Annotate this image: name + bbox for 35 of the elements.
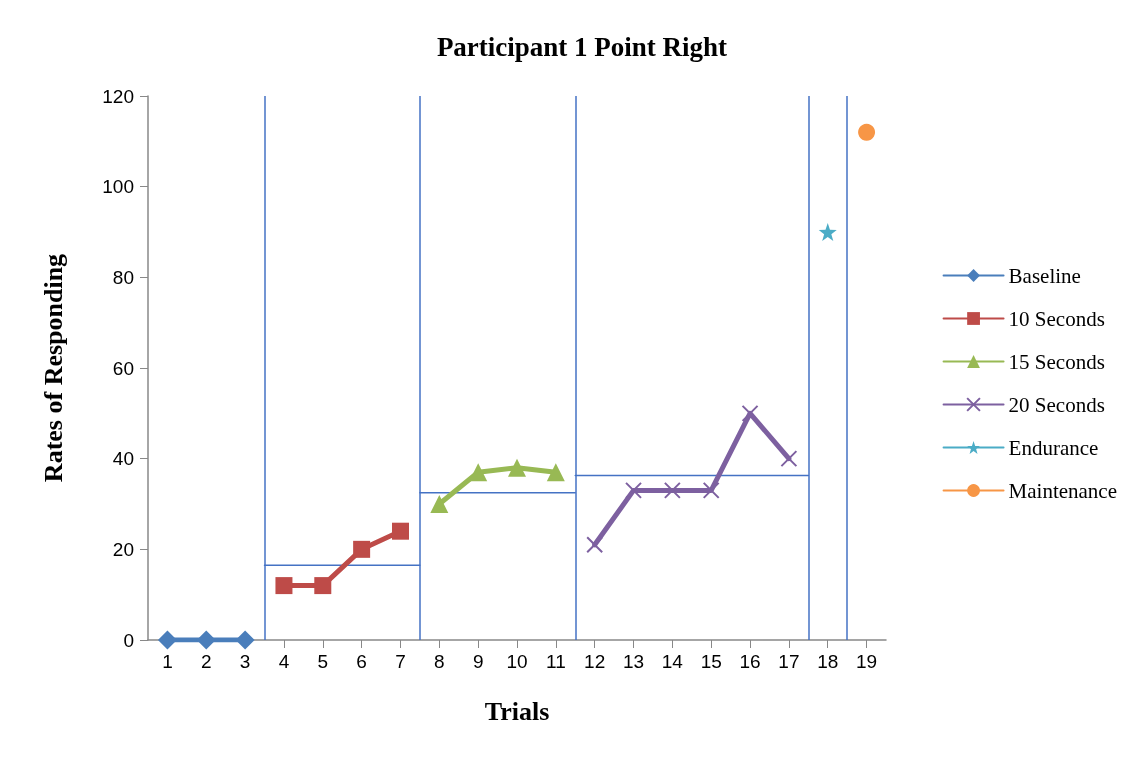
x-tick-label: 3 — [239, 651, 251, 672]
y-tick-label: 40 — [112, 448, 134, 470]
x-tick-label: 2 — [200, 651, 212, 672]
x-axis-title: Trials — [484, 696, 550, 726]
legend-label: 15 Seconds — [1008, 349, 1105, 374]
x-tick-label: 4 — [278, 651, 290, 672]
x-tick-label: 14 — [661, 651, 684, 672]
x-tick-label: 9 — [472, 651, 484, 672]
x-tick-label: 6 — [356, 651, 367, 672]
legend-label: Endurance — [1008, 435, 1099, 460]
y-tick-label: 80 — [112, 266, 134, 288]
x-tick-label: 11 — [545, 651, 566, 672]
legend-label: Baseline — [1008, 263, 1081, 288]
y-tick-label: 0 — [123, 629, 134, 651]
x-tick-label: 16 — [739, 651, 761, 672]
chart-title: Participant 1 Point Right — [436, 31, 728, 62]
y-axis-title: Rates of Responding — [38, 253, 68, 483]
x-tick-label: 5 — [317, 651, 329, 672]
legend-label: 20 Seconds — [1008, 392, 1105, 417]
x-tick-label: 13 — [622, 651, 645, 672]
y-tick-label: 120 — [102, 85, 134, 107]
legend-label: Maintenance — [1008, 478, 1118, 503]
y-tick-label: 60 — [112, 357, 134, 379]
x-tick-label: 7 — [395, 651, 406, 672]
x-tick-label: 1 — [162, 651, 173, 672]
legend-label: 10 Seconds — [1008, 306, 1105, 331]
y-tick-label: 20 — [112, 538, 134, 560]
x-tick-label: 17 — [778, 651, 800, 672]
x-tick-label: 18 — [817, 651, 839, 672]
x-tick-label: 12 — [584, 651, 606, 672]
x-tick-label: 10 — [506, 651, 528, 672]
y-tick-label: 100 — [102, 176, 134, 198]
x-tick-label: 15 — [700, 651, 722, 672]
x-tick-label: 19 — [856, 651, 878, 672]
x-tick-label: 8 — [434, 651, 445, 672]
